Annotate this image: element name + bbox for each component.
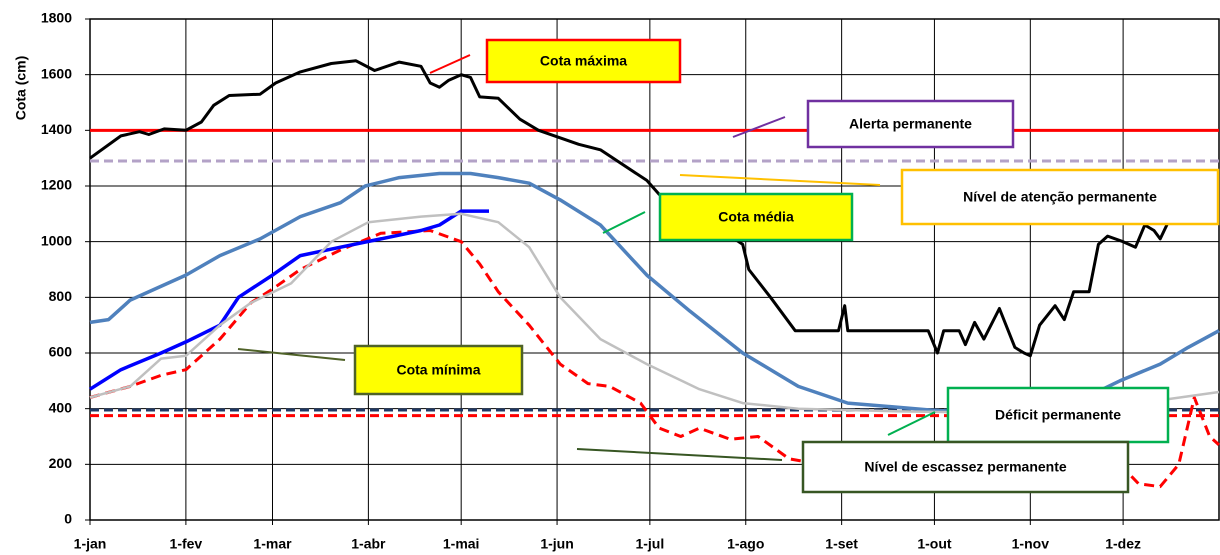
plot-border [89,18,1220,521]
x-tick-label: 1-ago [727,536,764,552]
annotation-box [485,38,682,84]
leader-line [732,116,786,138]
x-tick-label: 1-abr [351,536,386,552]
y-tick-label: 1600 [41,65,72,81]
annotation-label: Cota mínima [396,362,480,378]
annotation-box [353,344,524,396]
x-tick-label: 1-jun [540,536,573,552]
annotation-box [658,192,854,242]
annotation-label: Déficit permanente [995,407,1121,423]
x-tick-label: 1-dez [1105,536,1141,552]
y-tick-label: 600 [49,344,73,360]
x-tick-label: 1-set [825,536,858,552]
y-tick-label: 1000 [41,232,72,248]
y-tick-label: 800 [49,288,73,304]
x-tick-label: 1-out [917,536,952,552]
y-axis-label: Cota (cm) [13,56,29,121]
annotation-label: Cota máxima [540,53,627,69]
x-tick-label: 1-fev [170,536,203,552]
series-line [89,209,489,391]
leader-line [679,174,881,186]
series-line [89,212,1220,415]
x-tick-label: 1-mar [253,536,292,552]
x-tick-label: 1-mai [443,536,480,552]
leader-line [602,211,646,234]
annotation-label: Nível de escassez permanente [864,459,1067,475]
y-tick-label: 400 [49,399,73,415]
x-tick-label: 1-nov [1012,536,1050,552]
y-tick-label: 1400 [41,121,72,137]
annotation-box [801,440,1130,494]
x-tick-label: 1-jul [635,536,664,552]
y-tick-label: 200 [49,455,73,471]
leader-line [887,411,936,436]
x-tick-label: 1-jan [74,536,107,552]
leader-line [237,348,346,361]
y-tick-label: 1800 [41,10,72,26]
y-tick-label: 0 [64,511,72,527]
leader-line [576,448,783,461]
annotation-label: Nível de atenção permanente [963,189,1157,205]
annotation-box [806,99,1015,149]
annotation-label: Cota média [718,209,794,225]
annotation-label: Alerta permanente [849,116,972,132]
y-tick-label: 1200 [41,177,72,193]
annotation-box [946,386,1170,444]
leader-line [429,54,471,74]
annotation-box [900,168,1220,226]
